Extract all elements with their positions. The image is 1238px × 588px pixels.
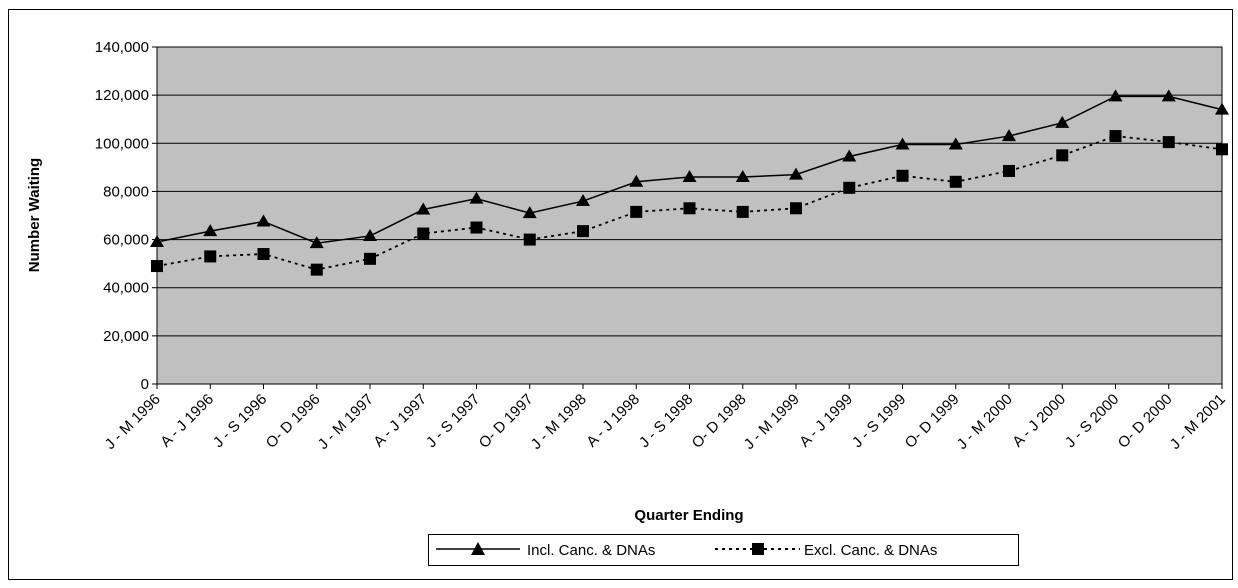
y-axis: 0 20,000 40,000 60,000 80,000 100,000 120,000 1… — [95, 39, 158, 393]
data-point-triangle — [1002, 129, 1016, 142]
data-point-triangle — [682, 169, 697, 182]
data-point-square — [1056, 149, 1069, 162]
data-point-square — [630, 205, 643, 218]
data-point-square — [417, 227, 430, 240]
x-axis-title: Quarter Ending — [634, 507, 743, 524]
legend-triangle-marker-icon — [471, 542, 485, 555]
legend-item-incl: Incl. Canc. & DNAs — [436, 542, 655, 559]
y-tick-label: 0 — [141, 376, 149, 393]
data-point-square — [523, 233, 536, 246]
series-layer — [150, 89, 1229, 276]
data-point-triangle — [1055, 115, 1070, 128]
data-point-square — [736, 205, 749, 218]
data-point-triangle — [735, 169, 750, 182]
data-point-square — [1216, 143, 1228, 156]
plot-area — [156, 46, 1223, 385]
data-point-triangle — [948, 137, 963, 150]
data-point-square — [470, 221, 483, 234]
y-tick-label: 120,000 — [95, 87, 149, 104]
data-point-square — [257, 248, 270, 261]
data-point-square — [364, 252, 376, 265]
data-point-triangle — [363, 228, 377, 241]
data-point-square — [843, 181, 856, 194]
data-point-square — [683, 202, 696, 215]
gridlines — [157, 46, 1222, 337]
data-point-triangle — [1108, 89, 1123, 102]
data-point-triangle — [1215, 102, 1229, 115]
data-point-square — [577, 225, 589, 238]
y-tick-label: 100,000 — [95, 135, 149, 152]
data-point-square — [896, 169, 909, 182]
data-point-square — [1109, 130, 1122, 143]
series-incl — [150, 89, 1229, 249]
data-point-triangle — [309, 236, 324, 249]
data-point-triangle — [416, 202, 431, 215]
y-axis-title: Number Waiting — [26, 158, 43, 272]
data-point-triangle — [150, 234, 164, 247]
legend: Incl. Canc. & DNAs Excl. Canc. & DNAs — [428, 534, 1019, 566]
data-point-triangle — [469, 191, 484, 204]
data-point-triangle — [522, 206, 537, 219]
data-point-triangle — [203, 224, 218, 237]
data-point-triangle — [789, 167, 803, 180]
data-point-square — [1003, 164, 1015, 177]
data-point-square — [151, 260, 163, 273]
legend-label-incl: Incl. Canc. & DNAs — [527, 542, 655, 559]
data-point-square — [310, 263, 323, 276]
legend-item-excl: Excl. Canc. & DNAs — [715, 542, 937, 559]
data-point-triangle — [256, 214, 271, 227]
y-tick-label: 140,000 — [95, 39, 149, 56]
series-excl — [151, 130, 1228, 276]
data-point-triangle — [576, 194, 590, 207]
data-point-triangle — [842, 149, 857, 162]
data-point-triangle — [1161, 89, 1176, 102]
y-tick-label: 40,000 — [103, 280, 149, 297]
y-tick-label: 80,000 — [103, 183, 149, 200]
data-point-triangle — [629, 174, 644, 187]
data-point-square — [204, 250, 217, 263]
y-tick-label: 60,000 — [103, 232, 149, 249]
data-point-square — [790, 202, 802, 215]
legend-label-excl: Excl. Canc. & DNAs — [804, 542, 937, 559]
y-tick-label: 20,000 — [103, 328, 149, 345]
data-point-triangle — [895, 137, 910, 150]
legend-square-marker-icon — [752, 543, 764, 555]
data-point-square — [949, 175, 962, 188]
data-point-square — [1162, 136, 1175, 149]
